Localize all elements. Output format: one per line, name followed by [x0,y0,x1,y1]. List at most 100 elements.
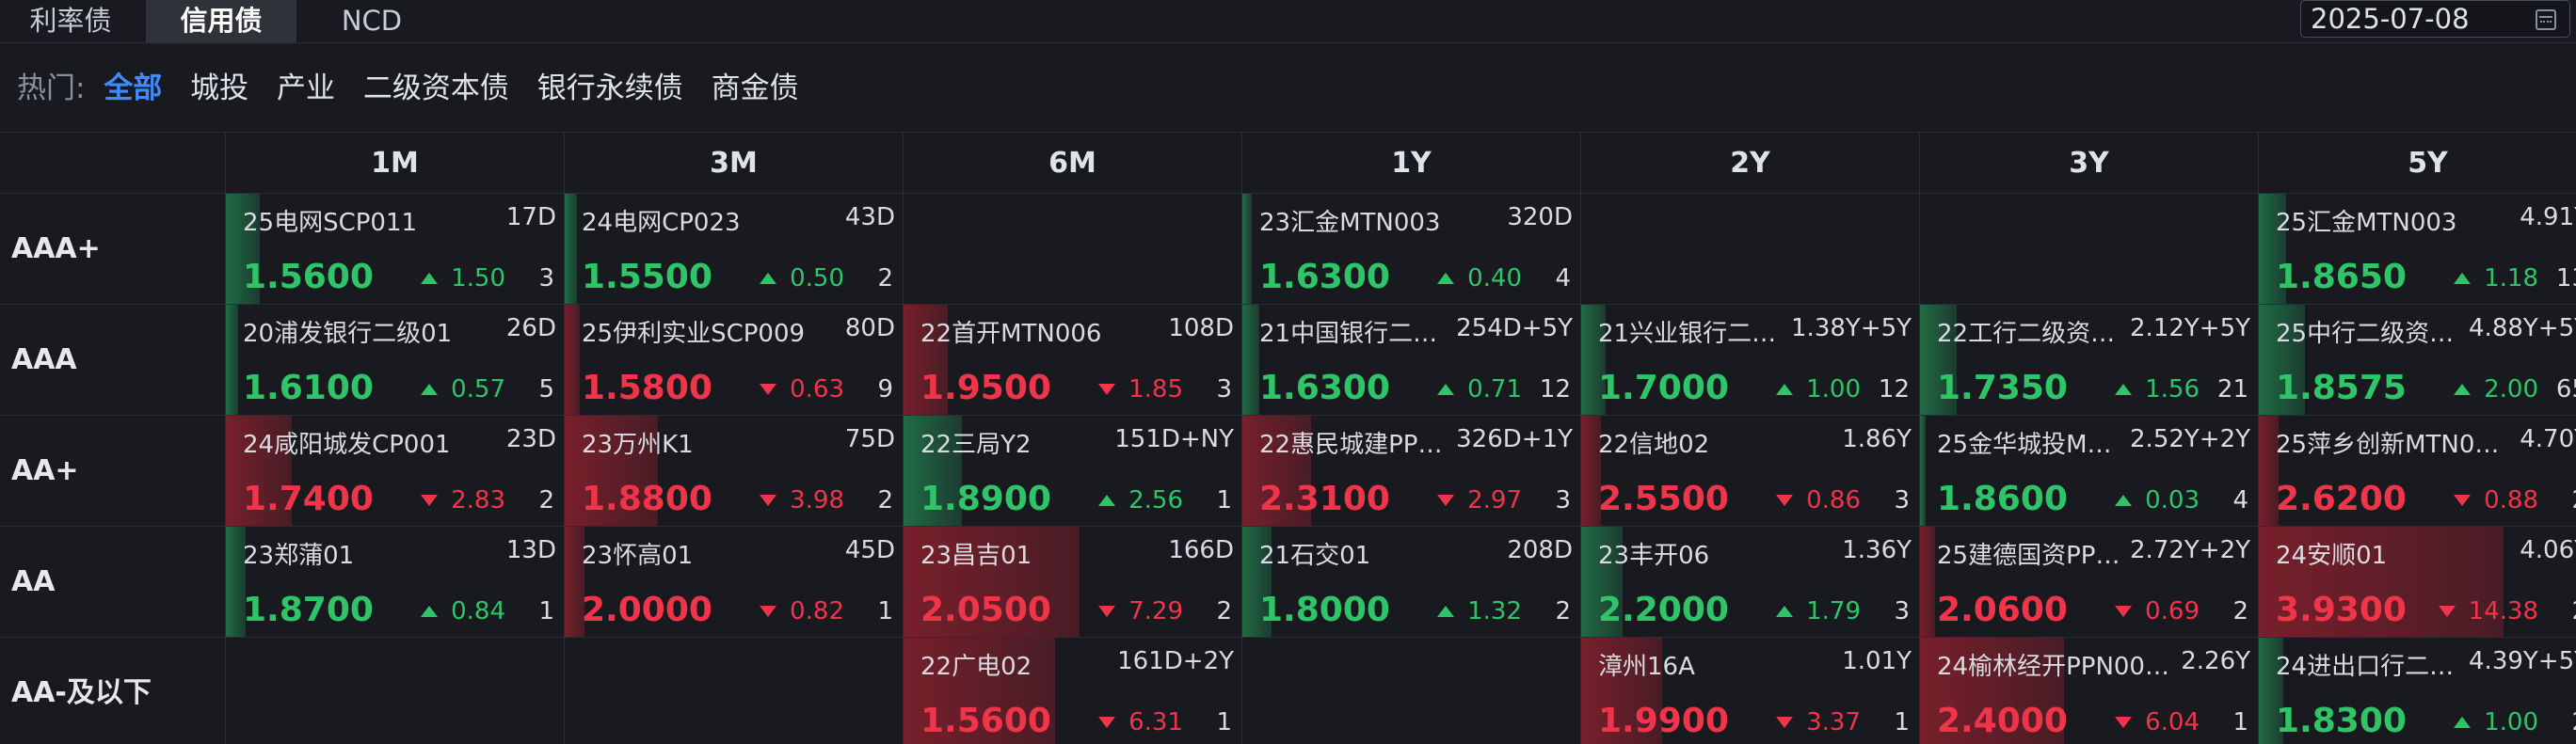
bond-cell[interactable]: 21中国银行二… 254D+5Y 1.6300 0.71 12 [1242,305,1581,416]
column-header-2y[interactable]: 2Y [1581,132,1920,194]
yield-change: 2.56 [1098,486,1183,514]
bond-cell[interactable]: 22广电02 161D+2Y 1.5600 6.31 1 [904,638,1242,744]
bond-cell[interactable]: 25建德国资PP… 2.72Y+2Y 2.0600 0.69 2 [1920,527,2259,638]
empty-cell [1581,194,1920,305]
bond-term: 151D+NY [1114,425,1234,453]
bond-cell[interactable]: 23郑蒲01 13D 1.8700 0.84 1 [226,527,565,638]
yield-change-value: 0.84 [451,597,505,625]
bond-name: 25电网SCP011 [243,209,418,237]
bond-yield: 1.6100 [243,369,374,407]
bond-cell[interactable]: 22惠民城建PP… 326D+1Y 2.3100 2.97 3 [1242,416,1581,527]
yield-change: 2.00 [2454,375,2538,404]
trade-count: 21 [2216,375,2248,404]
bond-cell[interactable]: 24进出口行二… 4.39Y+5Y 1.8300 1.00 2 [2259,638,2576,744]
bond-yield: 1.5500 [582,258,712,296]
bond-cell[interactable]: 25萍乡创新MTN0… 4.70Y 2.6200 0.88 2 [2259,416,2576,527]
tab-credit-bonds[interactable]: 信用债 [146,0,296,43]
bond-yield: 1.6300 [1259,369,1390,407]
bond-term: 80D [844,314,895,342]
bond-yield: 2.0000 [582,591,712,629]
bond-yield: 1.8600 [1937,480,2068,518]
yield-change-value: 1.00 [2484,708,2538,736]
trade-count: 2 [1216,597,1232,625]
triangle-up-icon [1437,384,1455,395]
bond-cell[interactable]: 漳州16A 1.01Y 1.9900 3.37 1 [1581,638,1920,744]
triangle-up-icon [421,606,439,617]
column-header-1m[interactable]: 1M [226,132,565,194]
bond-name: 24榆林经开PPN00… [1937,653,2169,681]
filter-chengtou[interactable]: 城投 [190,71,249,105]
change-intensity-bar [1920,416,1926,526]
filter-industry[interactable]: 产业 [277,71,336,105]
bond-cell[interactable]: 24咸阳城发CP001 23D 1.7400 2.83 2 [226,416,565,527]
yield-change: 0.88 [2454,486,2538,514]
column-header-3m[interactable]: 3M [565,132,904,194]
bond-cell[interactable]: 22三局Y2 151D+NY 1.8900 2.56 1 [904,416,1242,527]
bond-name: 24进出口行二… [2276,653,2455,681]
bond-cell[interactable]: 23怀高01 45D 2.0000 0.82 1 [565,527,904,638]
tab-rate-bonds[interactable]: 利率债 [29,5,112,37]
change-intensity-bar [1242,305,1259,415]
filter-tier2-capital[interactable]: 二级资本债 [362,71,509,105]
yield-change-value: 6.31 [1128,708,1183,736]
bond-cell[interactable]: 22工行二级资… 2.12Y+5Y 1.7350 1.56 21 [1920,305,2259,416]
yield-change: 0.71 [1437,375,1522,404]
calendar-icon[interactable] [2536,9,2556,30]
triangle-up-icon [2454,273,2472,284]
date-value: 2025-07-08 [2311,3,2470,35]
triangle-down-icon [1776,717,1794,728]
column-header-6m[interactable]: 6M [904,132,1242,194]
bond-cell[interactable]: 23丰开06 1.36Y 2.2000 1.79 3 [1581,527,1920,638]
yield-change-value: 1.32 [1467,597,1522,625]
trade-count: 3 [538,264,554,293]
tab-ncd[interactable]: NCD [341,5,403,37]
filter-bank-perpetual[interactable]: 银行永续债 [536,71,683,105]
bond-cell[interactable]: 22信地02 1.86Y 2.5500 0.86 3 [1581,416,1920,527]
change-intensity-bar [2259,638,2283,744]
filter-all[interactable]: 全部 [104,71,163,105]
bond-yield: 1.9900 [1598,702,1729,740]
bond-cell[interactable]: 23万州K1 75D 1.8800 3.98 2 [565,416,904,527]
filter-commercial-financial[interactable]: 商金债 [711,71,799,105]
column-header-5y[interactable]: 5Y [2259,132,2576,194]
bond-name: 25伊利实业SCP009 [582,320,806,348]
bond-cell[interactable]: 21石交01 208D 1.8000 1.32 2 [1242,527,1581,638]
yield-change: 0.50 [760,264,844,293]
bond-yield: 1.8575 [2276,369,2407,407]
bond-name: 25金华城投M… [1937,431,2112,459]
bond-term: 1.01Y [1842,647,1912,675]
yield-change-value: 0.69 [2145,597,2200,625]
column-header-3y[interactable]: 3Y [1920,132,2259,194]
bond-cell[interactable]: 20浦发银行二级01 26D 1.6100 0.57 5 [226,305,565,416]
bond-cell[interactable]: 22首开MTN006 108D 1.9500 1.85 3 [904,305,1242,416]
trade-count: 2 [877,486,893,514]
trade-count: 2 [1555,597,1571,625]
bond-cell[interactable]: 25中行二级资… 4.88Y+5Y 1.8575 2.00 65 [2259,305,2576,416]
grid-corner [0,132,226,194]
bond-cell[interactable]: 24安顺01 4.06Y 3.9300 14.38 2 [2259,527,2576,638]
bond-cell[interactable]: 21兴业银行二… 1.38Y+5Y 1.7000 1.00 12 [1581,305,1920,416]
bond-yield: 1.7350 [1937,369,2068,407]
bond-cell[interactable]: 23汇金MTN003 320D 1.6300 0.40 4 [1242,194,1581,305]
yield-change: 0.69 [2115,597,2200,625]
bond-cell[interactable]: 25汇金MTN003 4.91Y 1.8650 1.18 13 [2259,194,2576,305]
bond-cell[interactable]: 25电网SCP011 17D 1.5600 1.50 3 [226,194,565,305]
bond-term: 108D [1168,314,1234,342]
date-picker[interactable]: 2025-07-08 [2300,0,2570,38]
bond-term: 1.86Y [1842,425,1912,453]
triangle-up-icon [2454,384,2472,395]
triangle-down-icon [1776,495,1794,506]
change-intensity-bar [226,194,260,304]
bond-cell[interactable]: 25金华城投M… 2.52Y+2Y 1.8600 0.03 4 [1920,416,2259,527]
bond-cell[interactable]: 24电网CP023 43D 1.5500 0.50 2 [565,194,904,305]
yield-change: 0.03 [2115,486,2200,514]
triangle-down-icon [2454,495,2472,506]
yield-change-value: 6.04 [2145,708,2200,736]
bond-cell[interactable]: 23昌吉01 166D 2.0500 7.29 2 [904,527,1242,638]
column-header-1y[interactable]: 1Y [1242,132,1581,194]
bond-cell[interactable]: 25伊利实业SCP009 80D 1.5800 0.63 9 [565,305,904,416]
bond-name: 21兴业银行二… [1598,320,1777,348]
yield-change-value: 2.00 [2484,375,2538,404]
bond-yield: 1.8800 [582,480,712,518]
bond-cell[interactable]: 24榆林经开PPN00… 2.26Y 2.4000 6.04 1 [1920,638,2259,744]
